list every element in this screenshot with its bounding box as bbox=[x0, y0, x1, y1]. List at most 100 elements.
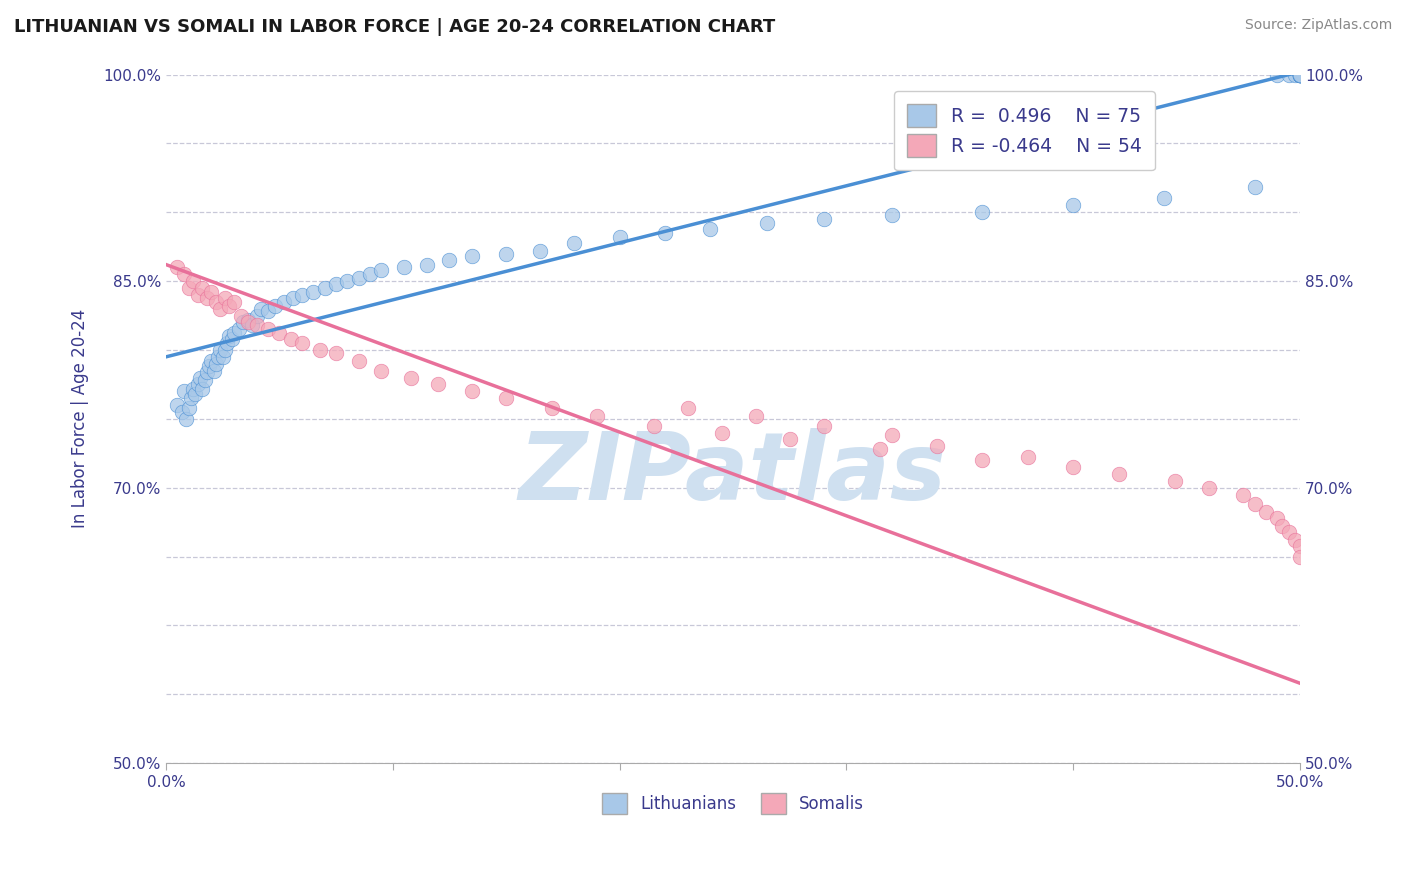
Point bbox=[214, 291, 236, 305]
Point bbox=[972, 205, 994, 219]
Point bbox=[756, 216, 779, 230]
Point bbox=[1062, 198, 1084, 212]
Point bbox=[166, 260, 188, 275]
Point bbox=[257, 304, 280, 318]
Point bbox=[370, 263, 392, 277]
Point bbox=[221, 332, 243, 346]
Point bbox=[170, 405, 193, 419]
Point bbox=[209, 343, 232, 357]
Point bbox=[1278, 68, 1301, 82]
Point bbox=[176, 412, 198, 426]
Point bbox=[207, 350, 229, 364]
Point bbox=[181, 274, 204, 288]
Point bbox=[540, 401, 562, 415]
Point bbox=[188, 370, 211, 384]
Point bbox=[180, 391, 202, 405]
Point bbox=[927, 439, 949, 453]
Point bbox=[181, 382, 204, 396]
Point bbox=[1284, 68, 1306, 82]
Point bbox=[1289, 68, 1312, 82]
Point bbox=[250, 301, 273, 316]
Point bbox=[399, 370, 422, 384]
Point bbox=[392, 260, 415, 275]
Point bbox=[654, 226, 676, 240]
Point bbox=[291, 288, 314, 302]
Point bbox=[205, 294, 228, 309]
Point bbox=[325, 345, 347, 359]
Point bbox=[214, 343, 236, 357]
Point bbox=[173, 384, 195, 399]
Point bbox=[257, 322, 280, 336]
Point bbox=[1289, 68, 1312, 82]
Point bbox=[1243, 497, 1265, 511]
Point bbox=[880, 208, 903, 222]
Point bbox=[880, 428, 903, 442]
Point bbox=[177, 281, 200, 295]
Point bbox=[218, 329, 240, 343]
Point bbox=[281, 291, 304, 305]
Point bbox=[200, 354, 222, 368]
Point bbox=[309, 343, 332, 357]
Point bbox=[1243, 180, 1265, 194]
Point bbox=[1289, 68, 1312, 82]
Point bbox=[1289, 68, 1312, 82]
Point bbox=[229, 309, 252, 323]
Point bbox=[699, 221, 721, 235]
Point bbox=[359, 267, 381, 281]
Point bbox=[218, 299, 240, 313]
Point bbox=[744, 409, 766, 423]
Point bbox=[166, 398, 188, 412]
Point bbox=[1265, 511, 1288, 525]
Point bbox=[495, 391, 517, 405]
Point bbox=[676, 401, 699, 415]
Point bbox=[202, 363, 225, 377]
Text: LITHUANIAN VS SOMALI IN LABOR FORCE | AGE 20-24 CORRELATION CHART: LITHUANIAN VS SOMALI IN LABOR FORCE | AG… bbox=[14, 18, 775, 36]
Point bbox=[177, 401, 200, 415]
Point bbox=[495, 246, 517, 260]
Point bbox=[263, 299, 285, 313]
Point bbox=[813, 418, 835, 433]
Point bbox=[562, 235, 585, 250]
Point bbox=[1289, 68, 1312, 82]
Point bbox=[291, 336, 314, 351]
Point bbox=[280, 332, 302, 346]
Point bbox=[1289, 68, 1312, 82]
Point bbox=[1232, 487, 1254, 501]
Point bbox=[1017, 450, 1039, 465]
Point bbox=[195, 365, 218, 379]
Point bbox=[1278, 524, 1301, 539]
Point bbox=[1254, 506, 1277, 520]
Point bbox=[1289, 68, 1312, 82]
Point bbox=[1265, 68, 1288, 82]
Point bbox=[972, 453, 994, 467]
Point bbox=[370, 363, 392, 377]
Point bbox=[184, 387, 207, 401]
Point bbox=[586, 409, 609, 423]
Point bbox=[232, 315, 254, 329]
Point bbox=[1289, 539, 1312, 553]
Point bbox=[198, 359, 221, 374]
Point bbox=[236, 312, 259, 326]
Point bbox=[439, 253, 461, 268]
Legend: Lithuanians, Somalis: Lithuanians, Somalis bbox=[592, 783, 875, 823]
Point bbox=[246, 318, 269, 333]
Y-axis label: In Labor Force | Age 20-24: In Labor Force | Age 20-24 bbox=[72, 310, 89, 528]
Point bbox=[236, 315, 259, 329]
Point bbox=[187, 377, 209, 392]
Point bbox=[173, 267, 195, 281]
Point bbox=[643, 418, 665, 433]
Point bbox=[1289, 68, 1312, 82]
Point bbox=[710, 425, 733, 440]
Point bbox=[205, 357, 228, 371]
Point bbox=[1062, 460, 1084, 475]
Point bbox=[222, 294, 245, 309]
Point bbox=[1153, 191, 1175, 205]
Point bbox=[779, 433, 801, 447]
Point bbox=[416, 258, 439, 272]
Point bbox=[228, 322, 250, 336]
Point bbox=[1289, 68, 1312, 82]
Point bbox=[347, 271, 370, 285]
Point bbox=[1289, 549, 1312, 564]
Point bbox=[1284, 533, 1306, 547]
Point bbox=[269, 326, 291, 341]
